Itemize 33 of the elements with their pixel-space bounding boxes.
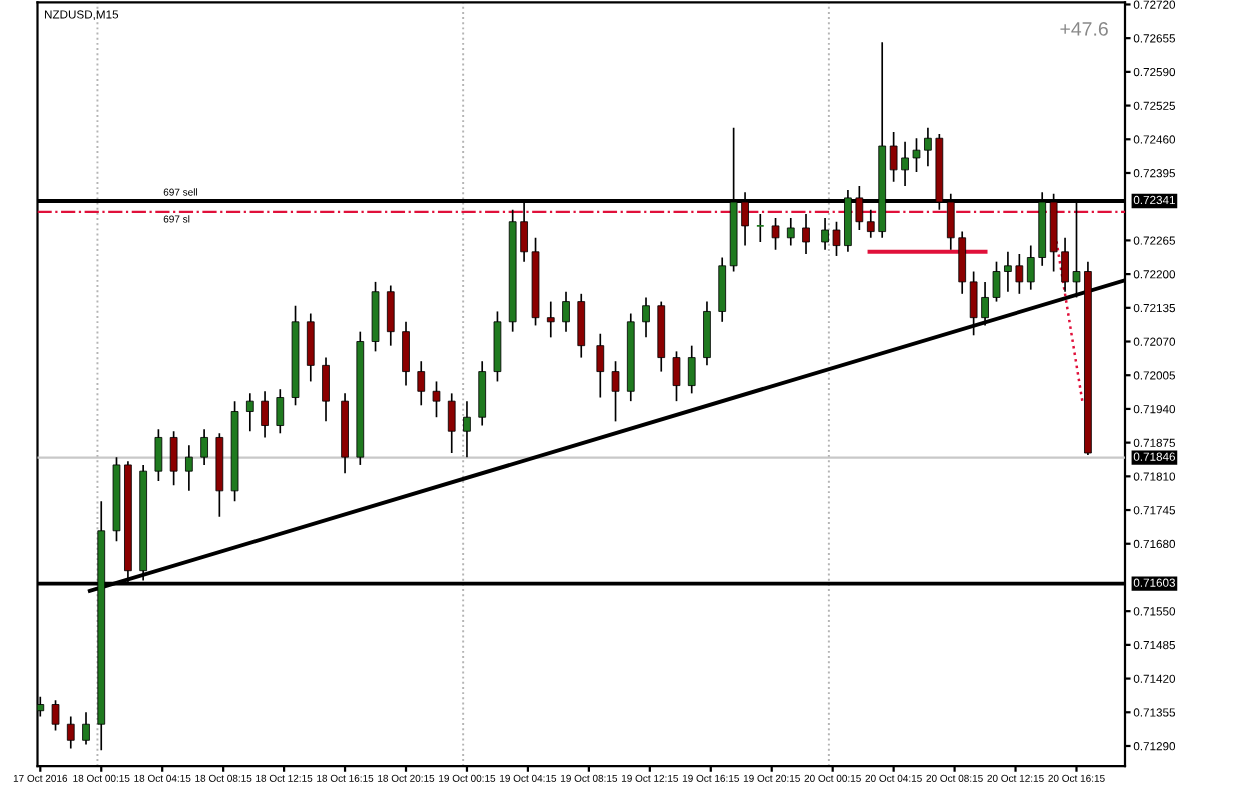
candlestick [672, 350, 681, 402]
candlestick [66, 715, 75, 750]
candlestick [642, 296, 650, 339]
candlestick [771, 217, 780, 251]
candlestick [245, 392, 254, 433]
candlestick [322, 356, 330, 423]
candlestick [417, 360, 426, 407]
candlestick [402, 320, 410, 387]
candlestick [687, 344, 696, 395]
candlestick [306, 312, 315, 383]
candlestick [169, 430, 178, 486]
candlestick [703, 300, 711, 367]
candlestick [546, 300, 555, 339]
candlestick [185, 444, 193, 492]
candlestick [786, 217, 795, 247]
candlestick [718, 256, 727, 323]
candlestick [611, 360, 620, 423]
candlestick [154, 428, 163, 482]
candlestick [562, 290, 570, 333]
candlestick [802, 213, 810, 255]
candlestick [432, 380, 441, 419]
candlestick [82, 711, 90, 746]
candlestick [51, 699, 60, 732]
candlestick [577, 292, 586, 359]
candlestick [200, 428, 208, 466]
candlestick [261, 390, 269, 439]
candlestick [447, 392, 456, 454]
candlestick [276, 388, 285, 435]
candlestick [463, 400, 471, 458]
annotation: +47.6 [1060, 21, 1108, 36]
candlestick [478, 360, 487, 427]
candlestick [596, 332, 605, 399]
candlestick [386, 284, 395, 347]
